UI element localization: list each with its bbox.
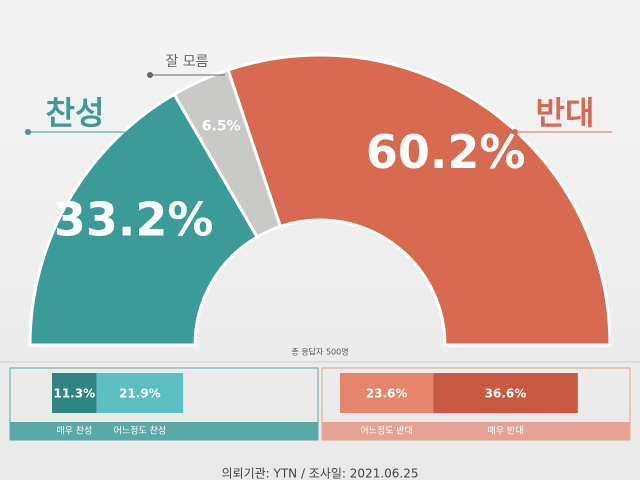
value-label: 6.5% [202,118,241,134]
legend-strip [10,422,318,440]
legend-strip [322,422,630,440]
legend-label: 어느정도 반대 [360,426,413,437]
bar [340,373,434,413]
category-dot [512,129,518,135]
bar [433,373,578,413]
category-label: 반대 [536,94,595,132]
value-label: 21.9% [119,387,161,401]
value-label: 23.6% [366,387,408,401]
source: 의뢰기관: YTN / 조사일: 2021.06.25 [221,467,418,480]
value-label: 33.2% [54,192,214,246]
category-dot [25,129,31,135]
bar [52,373,97,413]
value-label: 36.6% [485,387,527,401]
value-label: 60.2% [366,125,526,179]
category-label: 잘 모름 [165,54,208,70]
category-label: 찬성 [46,94,105,132]
category-dot [147,72,153,78]
bar [96,373,184,413]
donut-segment [28,92,260,347]
legend-label: 매우 찬성 [56,426,92,437]
legend-label: 매우 반대 [488,426,524,437]
value-label: 11.3% [53,387,95,401]
legend-label: 어느정도 찬성 [114,426,167,437]
note: 총 응답자 500명 [291,347,348,357]
donut-segment [226,53,612,347]
